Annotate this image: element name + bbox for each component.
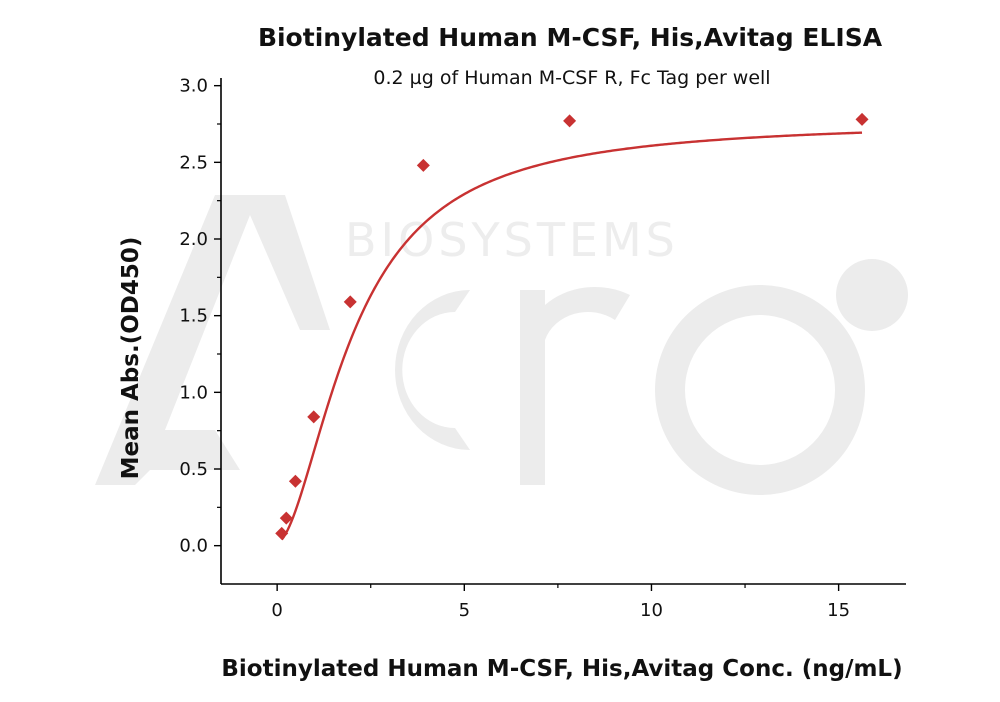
data-point-marker [563,114,577,128]
y-tick-label: 0.0 [179,536,208,557]
chart-title: Biotinylated Human M-CSF, His,Avitag ELI… [258,23,883,52]
y-axis-ticks: 0.0 0.5 1.0 1.5 2.0 2.5 3.0 [179,76,221,557]
y-tick-label: 1.5 [179,306,208,327]
x-tick-label: 10 [640,600,663,621]
watermark-letter-r [520,286,630,485]
y-tick-label: 2.5 [179,152,208,173]
data-point-marker [288,474,302,488]
data-point-marker [307,410,321,424]
x-tick-label: 15 [827,600,850,621]
data-point-marker [279,511,293,525]
y-tick-label: 1.0 [179,382,208,403]
y-tick-label: 0.5 [179,459,208,480]
data-point-marker [275,526,289,540]
watermark-letter-c [395,290,470,450]
x-axis-ticks: 0 5 10 15 [271,584,850,621]
data-points [275,112,869,540]
watermark-letter-a [95,195,330,485]
chart-subtitle: 0.2 µg of Human M-CSF R, Fc Tag per well [373,67,770,89]
watermark-dot [836,259,908,331]
data-point-marker [416,158,430,172]
x-axis-title: Biotinylated Human M-CSF, His,Avitag Con… [221,656,902,682]
data-point-marker [855,112,869,126]
x-tick-label: 5 [459,600,470,621]
y-tick-label: 3.0 [179,76,208,97]
data-point-marker [343,295,357,309]
watermark-letter-o [655,285,865,495]
y-axis-title: Mean Abs.(OD450) [118,237,144,480]
x-tick-label: 0 [271,600,282,621]
acro-watermark: BIOSYSTEMS [95,195,908,495]
fit-curve [280,131,863,541]
watermark-brand-text: BIOSYSTEMS [345,213,679,267]
y-tick-label: 2.0 [179,229,208,250]
